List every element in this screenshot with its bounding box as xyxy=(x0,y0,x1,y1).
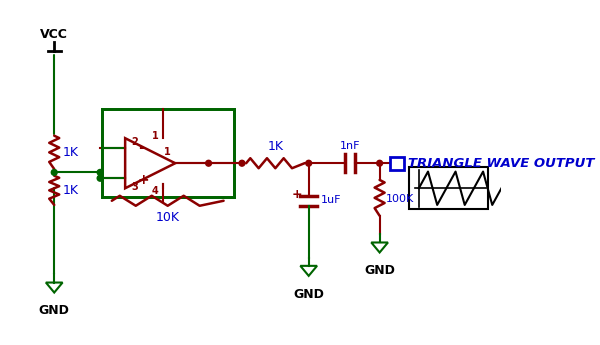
Text: GND: GND xyxy=(364,264,395,277)
Circle shape xyxy=(306,160,311,166)
Circle shape xyxy=(206,160,212,166)
Circle shape xyxy=(239,160,245,166)
Text: 1K: 1K xyxy=(268,140,283,153)
Text: 4: 4 xyxy=(152,186,158,196)
Text: 3: 3 xyxy=(131,183,138,193)
Text: -: - xyxy=(137,140,144,155)
Circle shape xyxy=(97,169,103,175)
Circle shape xyxy=(97,175,103,181)
Text: 2: 2 xyxy=(131,137,138,147)
Text: 10K: 10K xyxy=(155,211,179,224)
Text: 1nF: 1nF xyxy=(340,141,361,151)
Bar xyxy=(391,157,404,170)
Bar xyxy=(409,167,488,209)
Text: 100K: 100K xyxy=(386,194,415,204)
Text: +: + xyxy=(137,173,149,187)
Circle shape xyxy=(52,169,57,175)
Text: TRIANGLE WAVE OUTPUT: TRIANGLE WAVE OUTPUT xyxy=(408,157,595,170)
Circle shape xyxy=(377,160,383,166)
Bar xyxy=(102,109,233,197)
Text: +: + xyxy=(292,188,302,201)
Text: 1uF: 1uF xyxy=(320,195,341,205)
Text: 1: 1 xyxy=(164,147,171,157)
Text: 1K: 1K xyxy=(62,146,79,159)
Text: VCC: VCC xyxy=(40,28,68,41)
Text: GND: GND xyxy=(293,287,324,300)
Text: 1: 1 xyxy=(152,131,158,141)
Text: 1K: 1K xyxy=(62,184,79,197)
Text: GND: GND xyxy=(39,304,70,317)
